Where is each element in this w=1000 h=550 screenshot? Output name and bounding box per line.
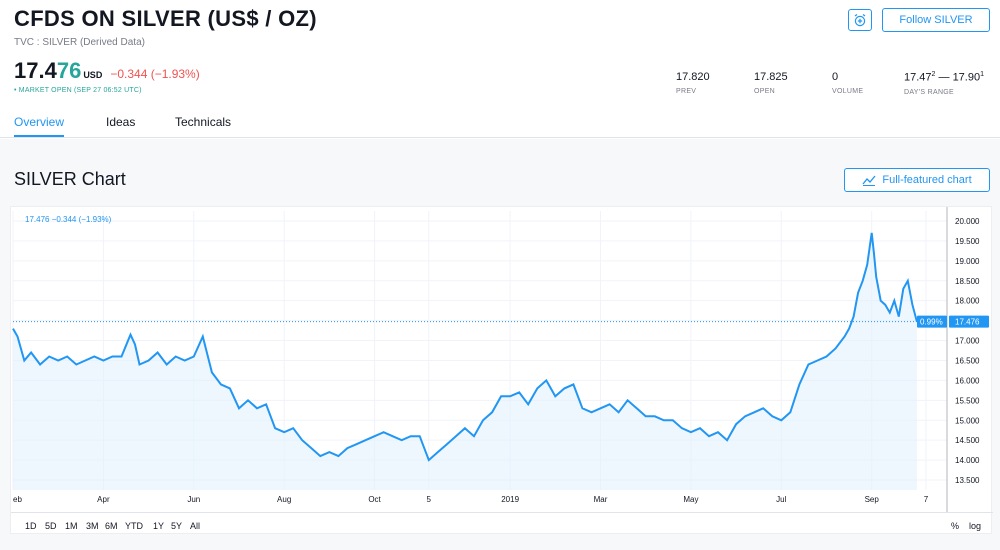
price-line: [12, 232, 918, 462]
tab-ideas[interactable]: Ideas: [106, 115, 136, 129]
price-main: 17.4: [14, 58, 57, 83]
symbol-title: CFDS ON SILVER (US$ / OZ): [14, 6, 317, 31]
chart-section: SILVER Chart Full-featured chart 13.500 1…: [0, 139, 1000, 550]
percent-badge: [917, 315, 947, 328]
y-tick-label: 16.000: [955, 376, 980, 385]
range-3m-button[interactable]: 3M: [86, 521, 99, 531]
y-tick-label: 16.500: [955, 356, 980, 365]
time-axis[interactable]: eb Apr Jun Aug Oct 5 2019 Mar May Jul Sep 7: [13, 495, 929, 504]
days-range-sep: —: [935, 71, 953, 84]
price-area-fill: [13, 232, 917, 490]
days-range-high-sup: 1: [980, 71, 984, 78]
last-price-badge: [949, 315, 989, 328]
chart-icon: [862, 175, 876, 186]
x-tick-label: 7: [924, 495, 929, 504]
stat-days-range: 17.472 — 17.901 DAY'S RANGE: [904, 71, 984, 96]
tab-bar: Overview Ideas Technicals: [0, 108, 1000, 138]
stat-prev-value: 17.820: [676, 71, 710, 83]
y-tick-label: 15.000: [955, 416, 980, 425]
percent-badge-label: 0.99%: [920, 318, 943, 327]
range-5y-button[interactable]: 5Y: [171, 521, 183, 531]
stat-volume-label: VOLUME: [832, 88, 864, 95]
y-tick-label: 15.500: [955, 396, 980, 405]
x-tick-label: Apr: [97, 495, 110, 504]
range-6m-button[interactable]: 6M: [105, 521, 118, 531]
price-tail: 76: [56, 58, 82, 83]
y-tick-label: 18.500: [955, 277, 980, 286]
price-chart[interactable]: 13.500 14.000 14.500 15.000 15.500 16.000 16.5…: [10, 206, 993, 534]
full-featured-chart-button[interactable]: Full-featured chart: [844, 168, 990, 192]
stat-open-label: OPEN: [754, 88, 776, 95]
tab-technicals[interactable]: Technicals: [175, 115, 232, 129]
y-tick-label: 19.500: [955, 237, 980, 246]
alarm-clock-plus-icon: [854, 14, 866, 27]
x-tick-label: Jul: [776, 495, 786, 504]
range-ytd-button[interactable]: YTD: [125, 521, 143, 531]
last-price-badges: 0.99% 17.476: [917, 315, 989, 328]
log-scale-button[interactable]: log: [969, 521, 982, 531]
y-tick-label: 13.500: [955, 476, 980, 485]
days-range-low-sup: 2: [931, 71, 936, 78]
stat-open: 17.825 OPEN: [754, 71, 788, 95]
x-tick-label: Oct: [368, 495, 381, 504]
price-row: 17.4 76 USD −0.344 (−1.93%): [14, 58, 200, 84]
stat-prev-label: PREV: [676, 88, 697, 95]
range-5d-button[interactable]: 5D: [45, 521, 57, 531]
percent-scale-button[interactable]: %: [951, 521, 960, 531]
y-tick-label: 17.000: [955, 337, 980, 346]
range-1m-button[interactable]: 1M: [65, 521, 78, 531]
price-axis[interactable]: 13.500 14.000 14.500 15.000 15.500 16.000 16.5…: [955, 217, 980, 485]
chart-section-title: SILVER Chart: [14, 169, 126, 189]
symbol-subtitle: TVC : SILVER (Derived Data): [14, 37, 145, 48]
y-tick-label: 20.000: [955, 217, 980, 226]
x-tick-label: Aug: [277, 495, 291, 504]
market-status: • MARKET OPEN (SEP 27 06:52 UTC): [14, 87, 142, 94]
stat-prev: 17.820 PREV: [676, 71, 710, 95]
y-tick-label: 14.500: [955, 436, 980, 445]
y-tick-label: 18.000: [955, 297, 980, 306]
x-tick-label: eb: [13, 495, 22, 504]
active-tab-indicator: [14, 135, 64, 137]
price-chart-svg[interactable]: 13.500 14.000 14.500 15.000 15.500 16.000 16.5…: [11, 207, 993, 512]
y-tick-label: 19.000: [955, 257, 980, 266]
range-1d-button[interactable]: 1D: [25, 521, 37, 531]
x-tick-label: 2019: [501, 495, 519, 504]
stat-open-value: 17.825: [754, 71, 788, 83]
days-range-high: 17.90: [952, 71, 981, 84]
x-tick-label: Jun: [187, 495, 200, 504]
stat-days-range-value: 17.472 — 17.901: [904, 71, 984, 84]
range-all-button[interactable]: All: [190, 521, 201, 531]
stat-days-range-label: DAY'S RANGE: [904, 88, 955, 96]
stat-volume: 0 VOLUME: [832, 71, 863, 95]
full-featured-chart-label: Full-featured chart: [882, 174, 972, 186]
add-alert-button[interactable]: [848, 9, 872, 31]
range-1y-button[interactable]: 1Y: [153, 521, 165, 531]
price-change: −0.344 (−1.93%): [110, 67, 200, 81]
x-tick-label: Mar: [594, 495, 608, 504]
last-price-badge-label: 17.476: [955, 318, 980, 327]
tab-overview[interactable]: Overview: [14, 115, 65, 129]
y-tick-label: 14.000: [955, 456, 980, 465]
x-tick-label: May: [683, 495, 698, 504]
days-range-low: 17.47: [904, 71, 932, 84]
range-toolbar: 1D 5D 1M 3M 6M YTD 1Y 5Y All % log: [11, 512, 993, 534]
x-tick-label: 5: [427, 495, 432, 504]
follow-button[interactable]: Follow SILVER: [882, 8, 990, 32]
x-tick-label: Sep: [865, 495, 880, 504]
stat-volume-value: 0: [832, 71, 839, 83]
chart-legend: 17.476 −0.344 (−1.93%): [25, 215, 112, 224]
price-unit: USD: [83, 70, 103, 80]
